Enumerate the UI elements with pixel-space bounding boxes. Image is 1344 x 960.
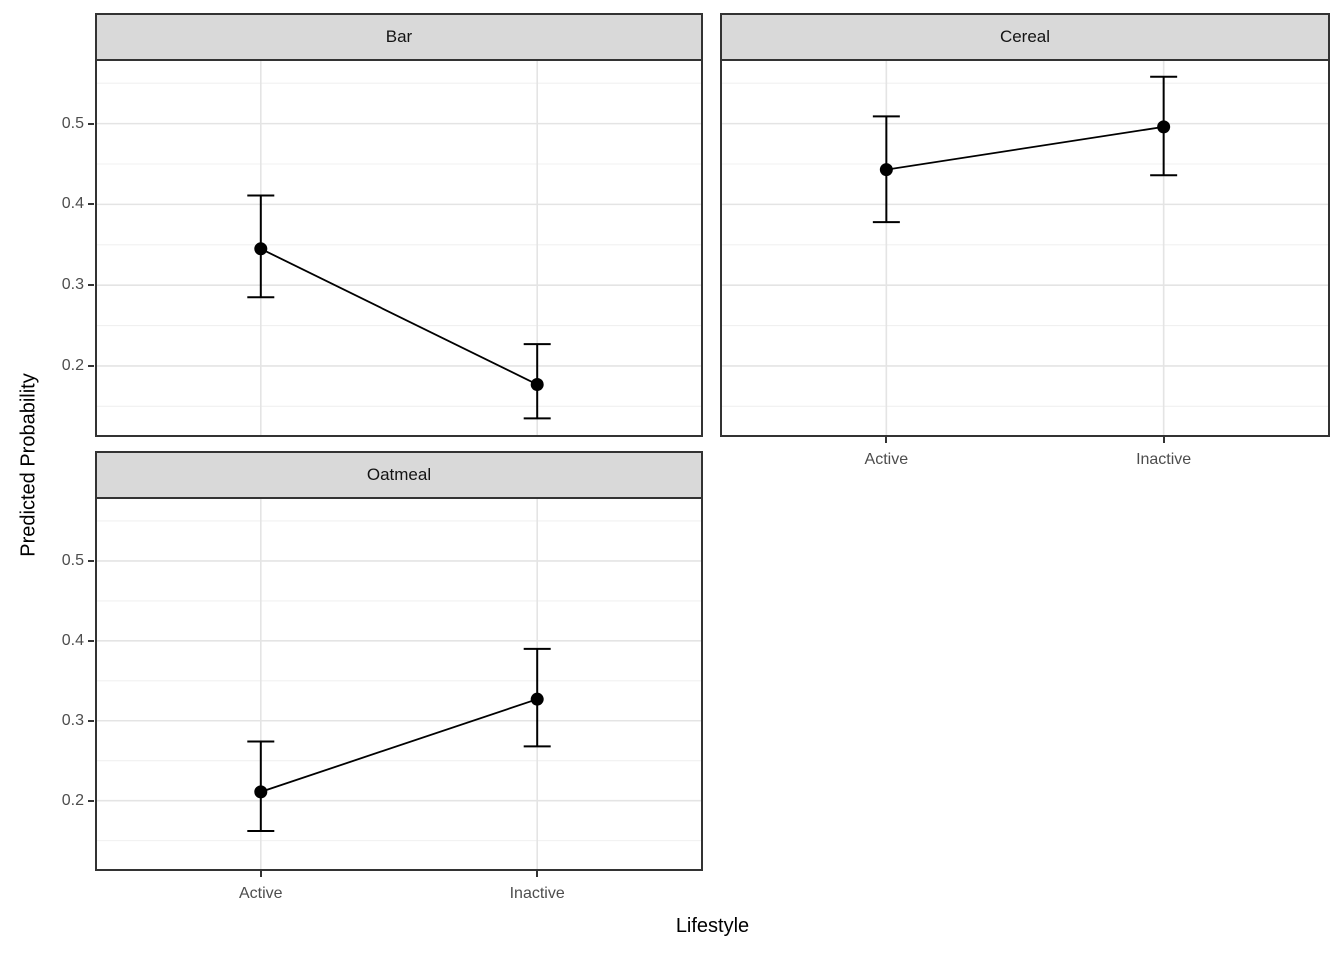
data-point-active	[254, 242, 268, 256]
panel-border	[720, 59, 1330, 437]
x-tick-label: Inactive	[1136, 451, 1192, 468]
y-tick-mark	[88, 799, 94, 802]
data-point-inactive	[530, 378, 544, 391]
x-tick-mark	[259, 871, 262, 877]
y-tick-label: 0.3	[61, 276, 84, 294]
facet-strip-label: Cereal	[999, 27, 1051, 46]
y-tick-mark	[88, 719, 94, 722]
panel-oatmeal	[95, 497, 703, 871]
x-tick-label: Active	[239, 885, 283, 902]
panel-border	[95, 497, 703, 871]
y-tick-mark	[88, 639, 94, 642]
y-axis-title: Predicted Probability	[17, 373, 40, 557]
y-tick-label: 0.2	[61, 791, 84, 809]
data-point-inactive	[1157, 120, 1171, 134]
data-point-inactive	[530, 692, 544, 706]
y-tick-label: 0.4	[61, 195, 84, 213]
x-tick-label: Inactive	[509, 885, 565, 902]
y-tick-mark	[88, 122, 94, 125]
y-tick-label: 0.5	[61, 551, 84, 569]
series-line	[260, 698, 538, 793]
data-point-active	[254, 785, 268, 799]
x-tick-label: Active	[864, 451, 909, 468]
series-line	[886, 125, 1164, 171]
facet-strip-label: Oatmeal	[366, 465, 432, 484]
y-tick-label: 0.2	[61, 356, 84, 374]
y-tick-label: 0.3	[61, 711, 84, 729]
y-tick-label: 0.4	[61, 631, 84, 649]
facet-strip-bar: Bar	[95, 13, 703, 61]
y-tick-label: 0.5	[61, 114, 84, 132]
x-tick-mark	[885, 437, 888, 443]
data-point-active	[879, 163, 893, 177]
panel-border	[95, 59, 703, 437]
facet-strip-cereal: Cereal	[720, 13, 1330, 61]
panel-bar	[95, 59, 703, 437]
y-tick-mark	[88, 559, 94, 562]
x-tick-mark	[1162, 437, 1165, 443]
y-tick-mark	[88, 284, 94, 287]
panel-cereal	[720, 59, 1330, 437]
x-axis-title: Lifestyle	[675, 915, 750, 937]
series-line	[260, 247, 538, 386]
y-tick-mark	[88, 203, 94, 206]
facet-strip-oatmeal: Oatmeal	[95, 451, 703, 499]
x-tick-mark	[536, 871, 539, 877]
facet-strip-label: Bar	[385, 27, 413, 46]
y-tick-mark	[88, 364, 94, 367]
